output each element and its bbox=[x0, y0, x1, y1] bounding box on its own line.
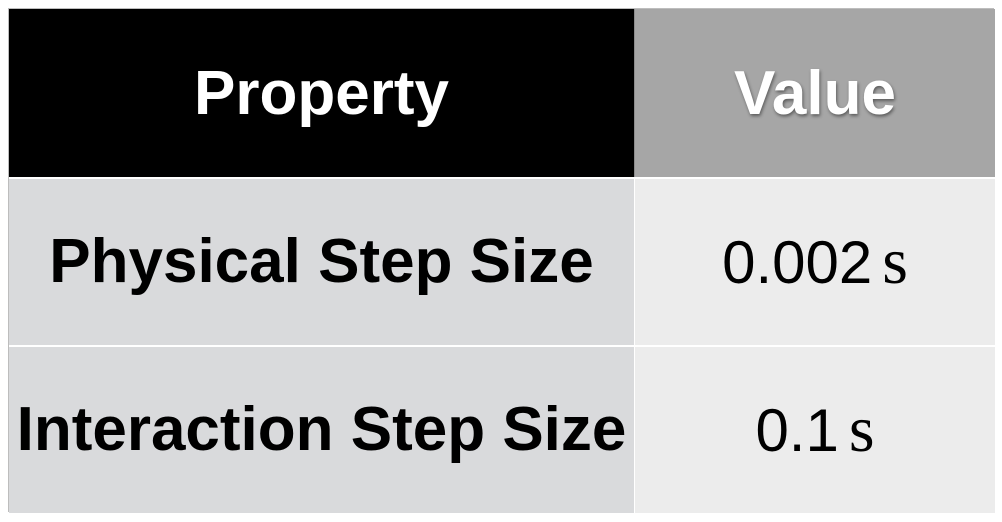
header-property-label: Property bbox=[194, 58, 449, 128]
row-value-number: 0.1 bbox=[755, 396, 839, 464]
table-row-physical-step-property: Physical Step Size bbox=[9, 177, 635, 345]
property-table: Property Value Physical Step Size 0.002 s… bbox=[8, 8, 995, 513]
row-value-unit: s bbox=[848, 393, 875, 466]
row-value-number: 0.002 bbox=[722, 228, 873, 296]
row-property-label: Physical Step Size bbox=[49, 227, 594, 296]
header-property: Property bbox=[9, 9, 635, 177]
header-value: Value bbox=[635, 9, 995, 177]
row-value-unit: s bbox=[882, 225, 908, 298]
row-property-label: Interaction Step Size bbox=[16, 395, 627, 464]
table-row-interaction-step-property: Interaction Step Size bbox=[9, 345, 635, 513]
table-row-interaction-step-value: 0.1 s bbox=[635, 345, 995, 513]
header-value-label: Value bbox=[734, 58, 896, 128]
table-row-physical-step-value: 0.002 s bbox=[635, 177, 995, 345]
